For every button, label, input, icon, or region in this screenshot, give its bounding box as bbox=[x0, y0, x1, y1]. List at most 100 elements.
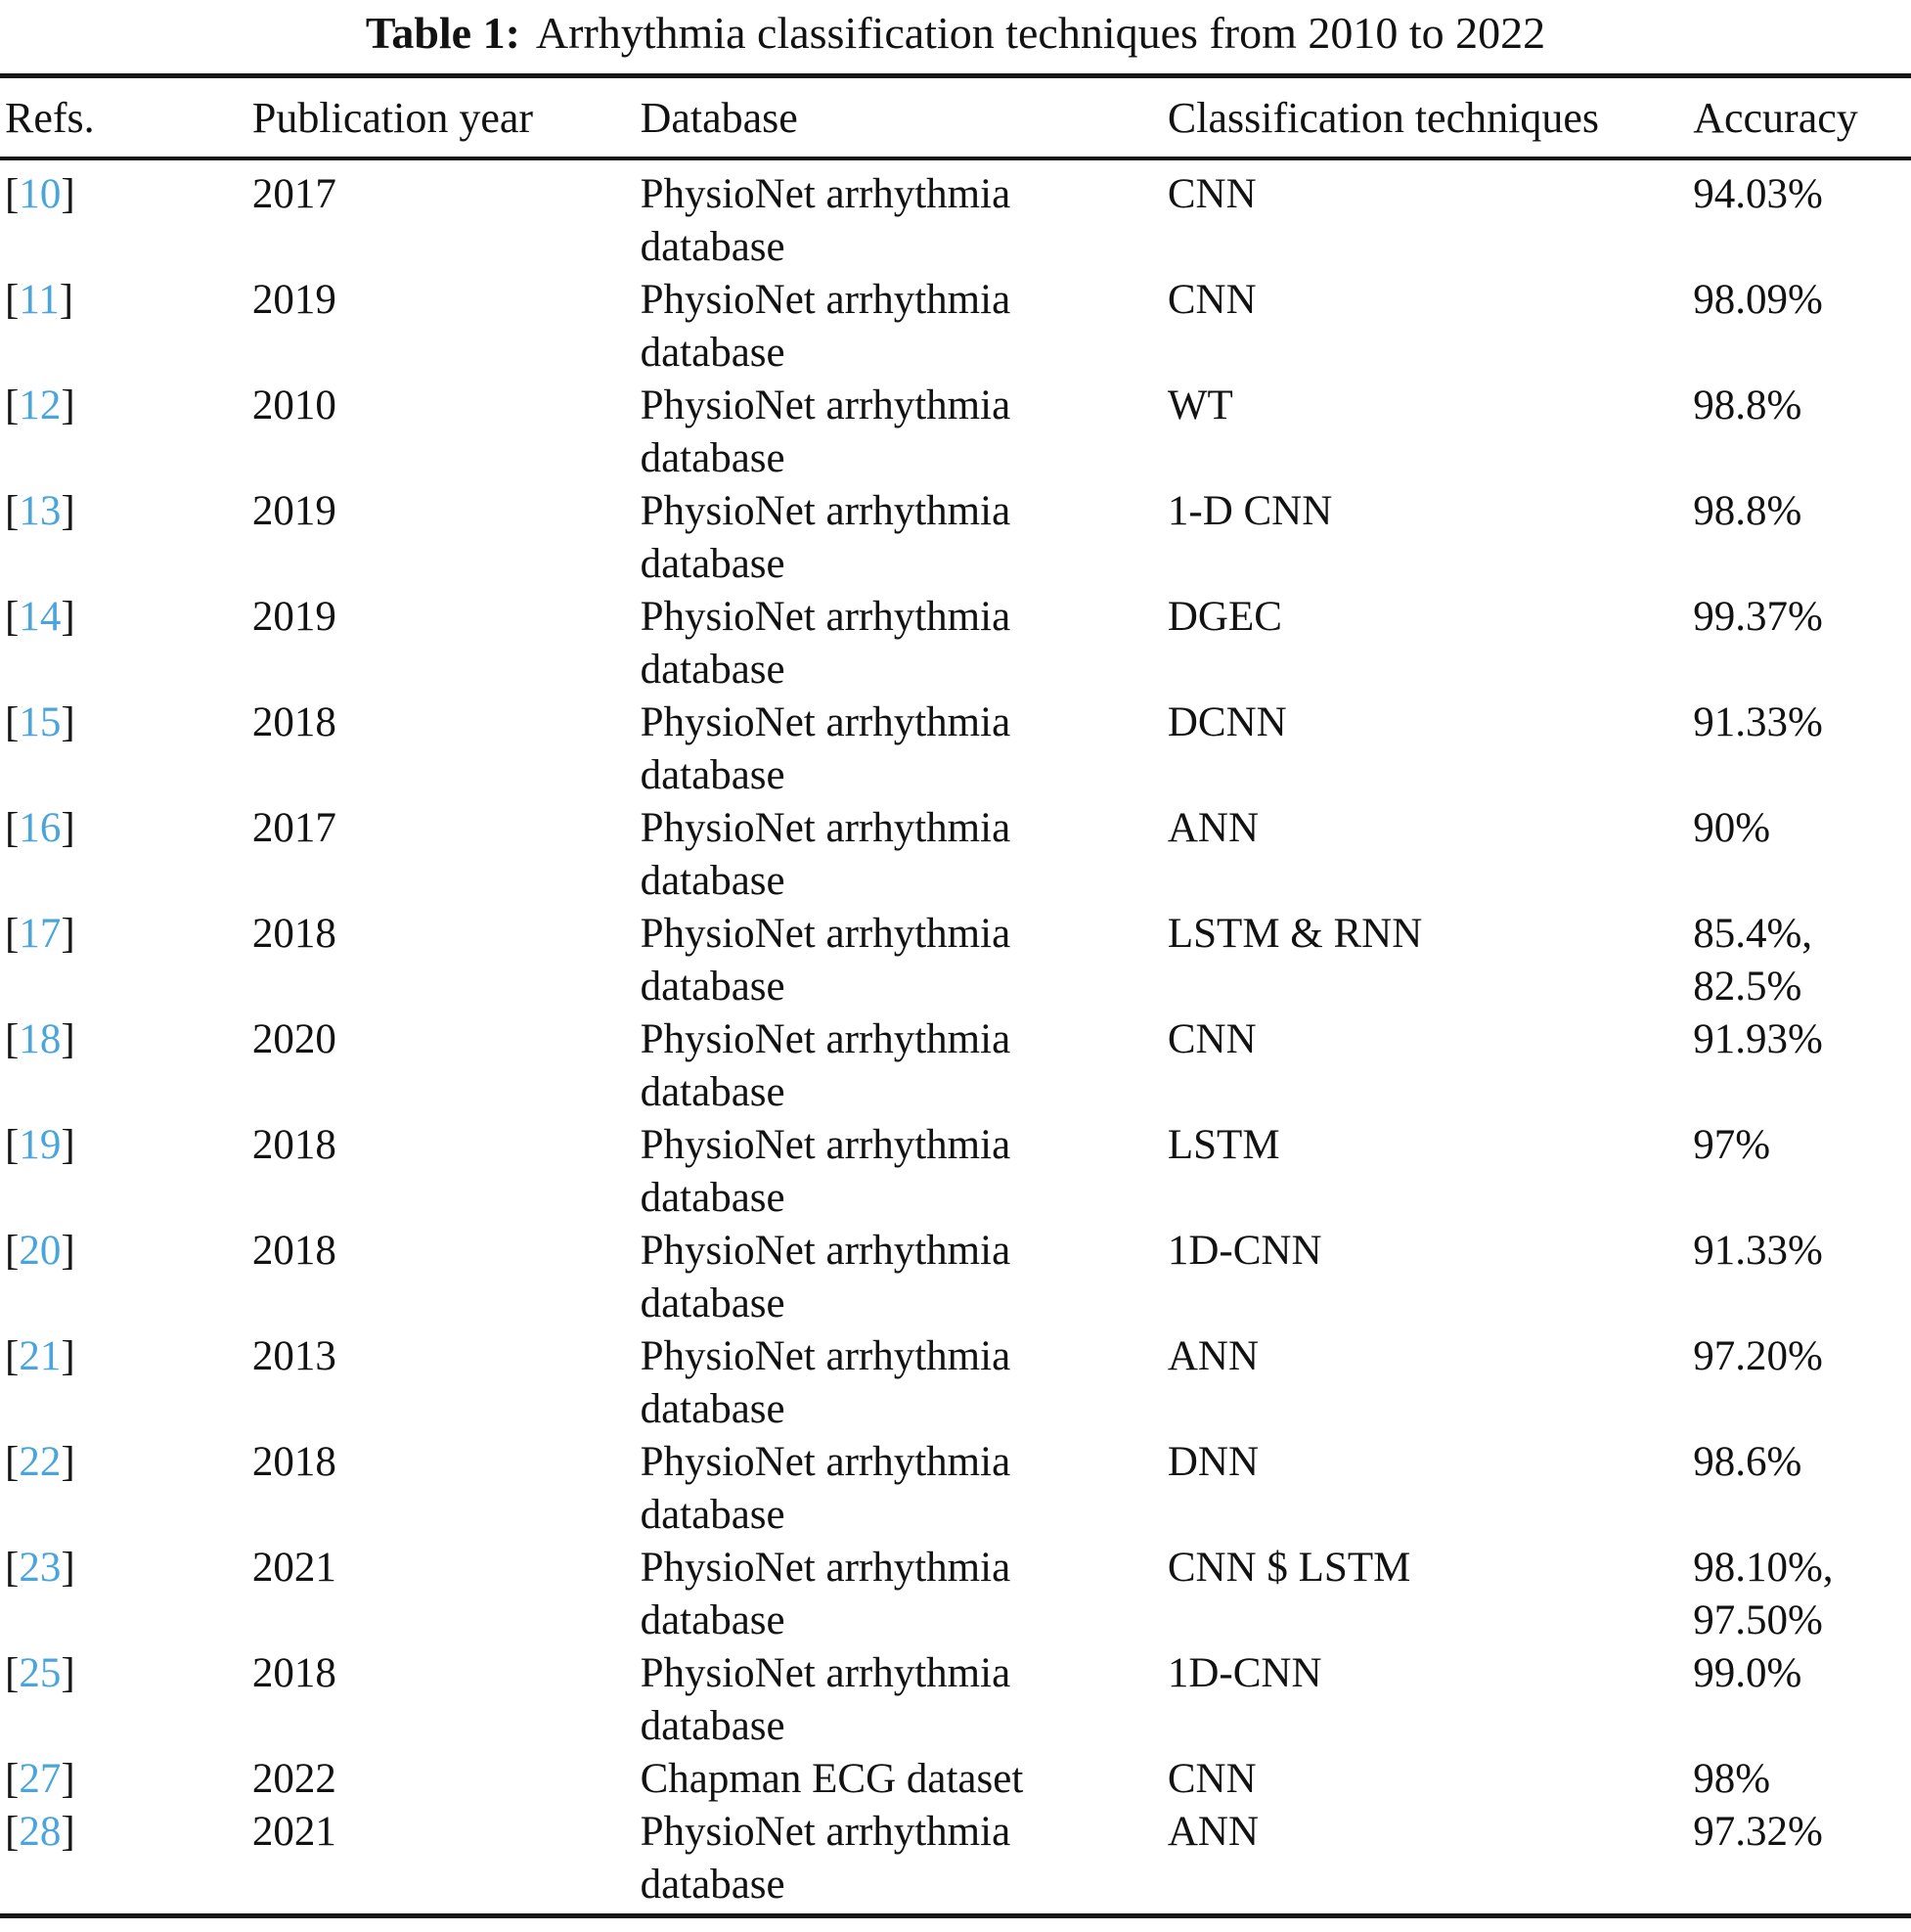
cell-year: 2019 bbox=[251, 488, 336, 534]
table-row: [14] 2019 PhysioNet arrhythmia database D… bbox=[0, 591, 1911, 696]
table-row: [23] 2021 PhysioNet arrhythmia database C… bbox=[0, 1542, 1911, 1647]
table-row: [25] 2018 PhysioNet arrhythmia database 1… bbox=[0, 1647, 1911, 1753]
database-line: PhysioNet arrhythmia bbox=[640, 277, 1011, 323]
ref-bracket-open: [ bbox=[5, 1650, 20, 1696]
ref-bracket-close: ] bbox=[61, 1228, 75, 1274]
cell-database: PhysioNet arrhythmia database bbox=[641, 380, 1168, 485]
ref-citation-link[interactable]: 12 bbox=[19, 382, 62, 428]
database-line: PhysioNet arrhythmia bbox=[640, 1809, 1011, 1855]
cell-database: PhysioNet arrhythmia database bbox=[641, 1330, 1168, 1436]
cell-technique: 1-D CNN bbox=[1167, 488, 1333, 534]
accuracy-line: 91.33% bbox=[1693, 1228, 1823, 1274]
table-row: [11] 2019 PhysioNet arrhythmia database C… bbox=[0, 274, 1911, 380]
cell-database: PhysioNet arrhythmia database bbox=[641, 1806, 1168, 1911]
database-line: PhysioNet arrhythmia bbox=[640, 1228, 1011, 1274]
cell-year: 2022 bbox=[251, 1756, 336, 1802]
cell-accuracy: 91.93% bbox=[1693, 1013, 1911, 1066]
cell-accuracy: 97.20% bbox=[1693, 1330, 1911, 1383]
ref-citation-link[interactable]: 14 bbox=[19, 594, 62, 640]
database-line: database bbox=[640, 1175, 785, 1221]
database-line: database bbox=[640, 1492, 785, 1538]
ref-bracket-open: [ bbox=[5, 911, 20, 957]
table-row: [19] 2018 PhysioNet arrhythmia database L… bbox=[0, 1119, 1911, 1225]
ref-citation-link[interactable]: 23 bbox=[19, 1545, 62, 1591]
ref-citation-link[interactable]: 11 bbox=[19, 277, 60, 323]
ref-bracket-open: [ bbox=[5, 171, 20, 217]
ref-citation-link[interactable]: 13 bbox=[19, 488, 62, 534]
table-header-rule bbox=[0, 157, 1911, 160]
ref-citation-link[interactable]: 20 bbox=[19, 1228, 62, 1274]
cell-year: 2021 bbox=[251, 1809, 336, 1855]
cell-accuracy: 99.0% bbox=[1693, 1647, 1911, 1700]
cell-year: 2018 bbox=[251, 1122, 336, 1168]
accuracy-line: 82.5% bbox=[1693, 964, 1802, 1010]
cell-accuracy: 98.10%, 97.50% bbox=[1693, 1542, 1911, 1647]
database-line: PhysioNet arrhythmia bbox=[640, 1545, 1011, 1591]
ref-bracket-close: ] bbox=[61, 382, 75, 428]
column-header-database: Database bbox=[640, 94, 798, 142]
database-line: PhysioNet arrhythmia bbox=[640, 1333, 1011, 1379]
column-header-classification-techniques: Classification techniques bbox=[1167, 94, 1599, 142]
accuracy-line: 98% bbox=[1693, 1756, 1771, 1802]
cell-database: PhysioNet arrhythmia database bbox=[641, 168, 1168, 274]
cell-ref: [10] bbox=[0, 168, 252, 221]
accuracy-line: 98.09% bbox=[1693, 277, 1823, 323]
ref-bracket-close: ] bbox=[61, 1122, 75, 1168]
table-row: [27] 2022 Chapman ECG dataset CNN 98% bbox=[0, 1753, 1911, 1806]
ref-citation-link[interactable]: 25 bbox=[19, 1650, 62, 1696]
database-line: PhysioNet arrhythmia bbox=[640, 911, 1011, 957]
ref-bracket-open: [ bbox=[5, 488, 20, 534]
ref-bracket-close: ] bbox=[61, 1439, 75, 1485]
cell-ref: [20] bbox=[0, 1225, 252, 1278]
cell-year: 2018 bbox=[251, 1650, 336, 1696]
ref-bracket-close: ] bbox=[59, 277, 74, 323]
cell-year: 2020 bbox=[251, 1016, 336, 1062]
cell-year: 2013 bbox=[251, 1333, 336, 1379]
cell-technique: ANN bbox=[1167, 1333, 1260, 1379]
ref-citation-link[interactable]: 27 bbox=[19, 1756, 62, 1802]
cell-ref: [27] bbox=[0, 1753, 252, 1806]
accuracy-line: 98.8% bbox=[1693, 382, 1802, 428]
table-row: [18] 2020 PhysioNet arrhythmia database C… bbox=[0, 1013, 1911, 1119]
ref-citation-link[interactable]: 18 bbox=[19, 1016, 62, 1062]
ref-citation-link[interactable]: 15 bbox=[19, 699, 62, 745]
cell-accuracy: 97.32% bbox=[1693, 1806, 1911, 1859]
table-row: [20] 2018 PhysioNet arrhythmia database 1… bbox=[0, 1225, 1911, 1330]
cell-year: 2019 bbox=[251, 594, 336, 640]
accuracy-line: 97.32% bbox=[1693, 1809, 1823, 1855]
database-line: Chapman ECG dataset bbox=[640, 1756, 1024, 1802]
cell-technique: WT bbox=[1167, 382, 1233, 428]
ref-citation-link[interactable]: 22 bbox=[19, 1439, 62, 1485]
ref-citation-link[interactable]: 21 bbox=[19, 1333, 62, 1379]
cell-technique: ANN bbox=[1167, 805, 1260, 851]
table-row: [28] 2021 PhysioNet arrhythmia database A… bbox=[0, 1806, 1911, 1911]
ref-citation-link[interactable]: 28 bbox=[19, 1809, 62, 1855]
ref-bracket-open: [ bbox=[5, 1439, 20, 1485]
database-line: database bbox=[640, 752, 785, 798]
database-line: PhysioNet arrhythmia bbox=[640, 1122, 1011, 1168]
cell-technique: DCNN bbox=[1167, 699, 1287, 745]
database-line: PhysioNet arrhythmia bbox=[640, 1016, 1011, 1062]
ref-citation-link[interactable]: 10 bbox=[19, 171, 62, 217]
database-line: PhysioNet arrhythmia bbox=[640, 382, 1011, 428]
table-row: [21] 2013 PhysioNet arrhythmia database A… bbox=[0, 1330, 1911, 1436]
ref-citation-link[interactable]: 19 bbox=[19, 1122, 62, 1168]
table-body: [10] 20 17 PhysioNet arrhythmia database C… bbox=[0, 160, 1911, 1911]
ref-bracket-open: [ bbox=[5, 1016, 20, 1062]
cell-database: PhysioNet arrhythmia database bbox=[641, 1119, 1168, 1225]
accuracy-line: 94.03% bbox=[1693, 171, 1823, 217]
ref-bracket-open: [ bbox=[5, 382, 20, 428]
cell-database: PhysioNet arrhythmia database bbox=[641, 1013, 1168, 1119]
cell-accuracy: 98.09% bbox=[1693, 274, 1911, 327]
ref-citation-link[interactable]: 17 bbox=[19, 911, 62, 957]
database-line: PhysioNet arrhythmia bbox=[640, 488, 1011, 534]
column-header-accuracy: Accuracy bbox=[1693, 94, 1858, 142]
ref-citation-link[interactable]: 16 bbox=[19, 805, 62, 851]
cell-accuracy: 99.37% bbox=[1693, 591, 1911, 644]
cell-accuracy: 98.8% bbox=[1693, 380, 1911, 432]
ref-bracket-open: [ bbox=[5, 1333, 20, 1379]
column-header-publication-year: Publication year bbox=[251, 94, 534, 142]
cell-ref: [18] bbox=[0, 1013, 252, 1066]
cell-technique: LSTM & RNN bbox=[1167, 911, 1423, 957]
